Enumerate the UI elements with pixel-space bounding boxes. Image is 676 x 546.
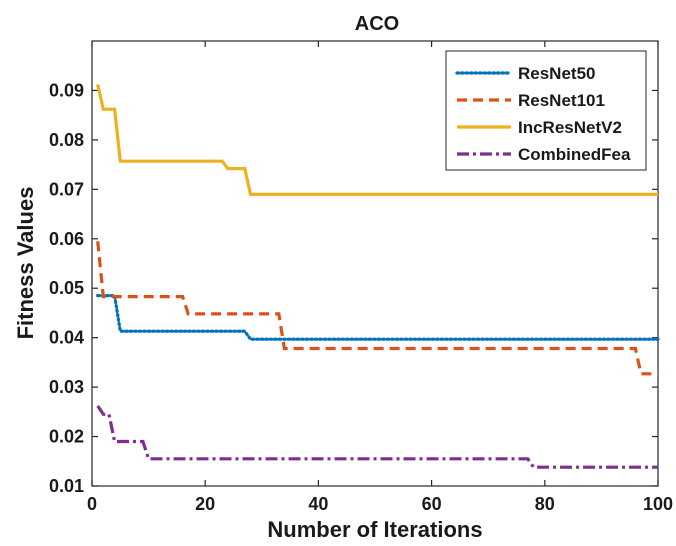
x-axis-label: Number of Iterations [267, 517, 482, 542]
y-tick-label: 0.06 [49, 229, 84, 249]
legend-label-resnet101: ResNet101 [518, 91, 605, 110]
chart-title: ACO [355, 13, 399, 35]
x-tick-label: 80 [535, 494, 555, 514]
legend-label-resnet50: ResNet50 [518, 64, 596, 83]
x-tick-label: 100 [643, 494, 673, 514]
series-lines [96, 84, 660, 469]
x-tick-label: 20 [195, 494, 215, 514]
y-tick-label: 0.04 [49, 328, 84, 348]
x-tick-label: 40 [308, 494, 328, 514]
series-line-combinedfea [96, 405, 658, 469]
y-tick-label: 0.09 [49, 80, 84, 100]
series-line-resnet101 [96, 241, 658, 376]
y-tick-label: 0.05 [49, 278, 84, 298]
series-line-incresnetv2 [96, 84, 658, 196]
y-axis-label: Fitness Values [13, 187, 38, 340]
y-tick-label: 0.03 [49, 377, 84, 397]
legend-box [445, 50, 647, 171]
axis-ticks: 0 20 40 60 80 100 0.01 0.02 0.03 0.04 0.05 0.06 0.07… [49, 41, 673, 514]
y-tick-label: 0.08 [49, 130, 84, 150]
x-tick-label: 60 [422, 494, 442, 514]
y-tick-label: 0.07 [49, 179, 84, 199]
legend-label-combinedfea: CombinedFea [518, 145, 631, 164]
y-tick-label: 0.01 [49, 476, 84, 496]
legend: ResNet50 ResNet101 IncResNetV2 CombinedFea [445, 50, 647, 171]
y-tick-label: 0.02 [49, 427, 84, 447]
legend-label-incresnetv2: IncResNetV2 [518, 118, 622, 137]
x-tick-label: 0 [87, 494, 97, 514]
